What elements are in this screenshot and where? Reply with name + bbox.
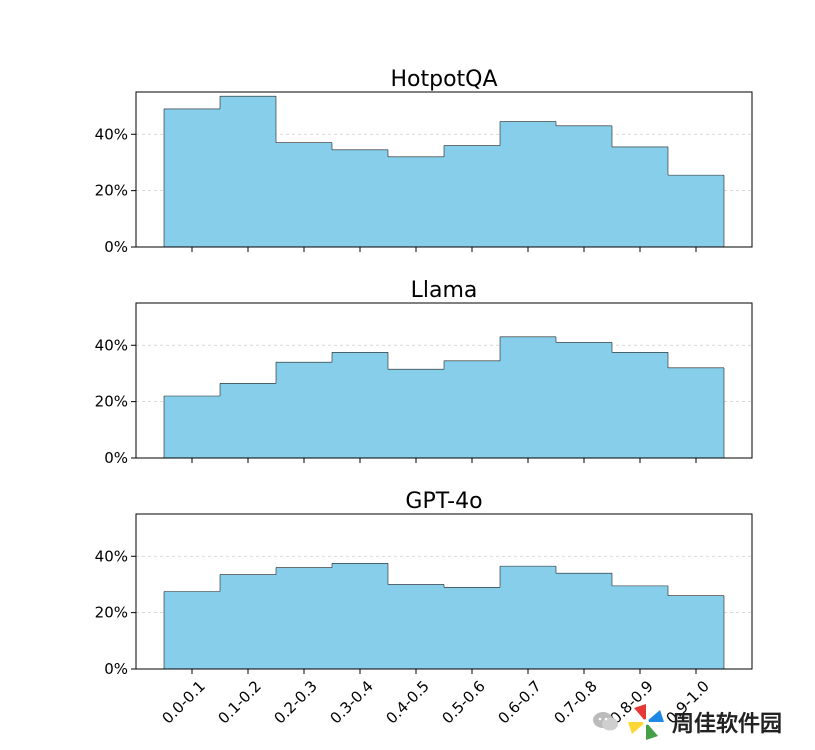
chat-icon (593, 712, 618, 731)
bar (444, 587, 500, 669)
bar (276, 362, 332, 458)
bar (164, 591, 220, 669)
bar (332, 563, 388, 669)
axes-frame (135, 513, 753, 670)
bar (668, 367, 724, 458)
y-tick-label: 40% (95, 547, 128, 565)
axes-frame (135, 91, 753, 248)
bar (276, 567, 332, 669)
y-tick-label: 20% (95, 182, 128, 200)
pinwheel-logo-icon (628, 704, 664, 740)
bar (388, 584, 444, 669)
bar (668, 175, 724, 247)
axes-frame (135, 302, 753, 459)
bar (612, 585, 668, 669)
bar (220, 383, 276, 458)
y-tick-label: 40% (95, 336, 128, 354)
bar (388, 369, 444, 458)
bar (500, 566, 556, 669)
x-tick-label: 0.2-0.3 (271, 677, 321, 727)
watermark: 周佳软件园 (592, 702, 782, 742)
x-tick-label: 0.1-0.2 (215, 677, 265, 727)
y-tick-label: 0% (104, 238, 128, 256)
bar (444, 360, 500, 458)
bar (164, 108, 220, 247)
watermark-text: 周佳软件园 (672, 712, 783, 737)
bar (220, 96, 276, 248)
bar (388, 156, 444, 247)
x-tick-label: 0.5-0.6 (439, 677, 489, 727)
bar (444, 145, 500, 247)
y-tick-label: 20% (95, 393, 128, 411)
bar (556, 573, 612, 669)
y-tick-label: 0% (104, 449, 128, 467)
x-tick-label: 0.0-0.1 (159, 677, 209, 727)
x-tick-label: 0.4-0.5 (383, 677, 433, 727)
bar (612, 146, 668, 247)
x-tick-label: 0.3-0.4 (327, 677, 377, 727)
y-tick-label: 20% (95, 604, 128, 622)
panel-title: GPT-4o (405, 489, 482, 514)
bar (500, 336, 556, 458)
bar (332, 352, 388, 458)
bar (668, 595, 724, 669)
x-tick-label: 0.6-0.7 (495, 677, 545, 727)
bar (500, 121, 556, 247)
bar (332, 149, 388, 247)
bar (220, 574, 276, 669)
bar (612, 352, 668, 458)
bar (164, 396, 220, 458)
bar (276, 142, 332, 247)
panel-title: HotpotQA (390, 67, 497, 92)
bar (556, 342, 612, 458)
y-tick-label: 0% (104, 660, 128, 678)
bar (556, 125, 612, 247)
panel-title: Llama (411, 278, 478, 303)
y-tick-label: 40% (95, 125, 128, 143)
